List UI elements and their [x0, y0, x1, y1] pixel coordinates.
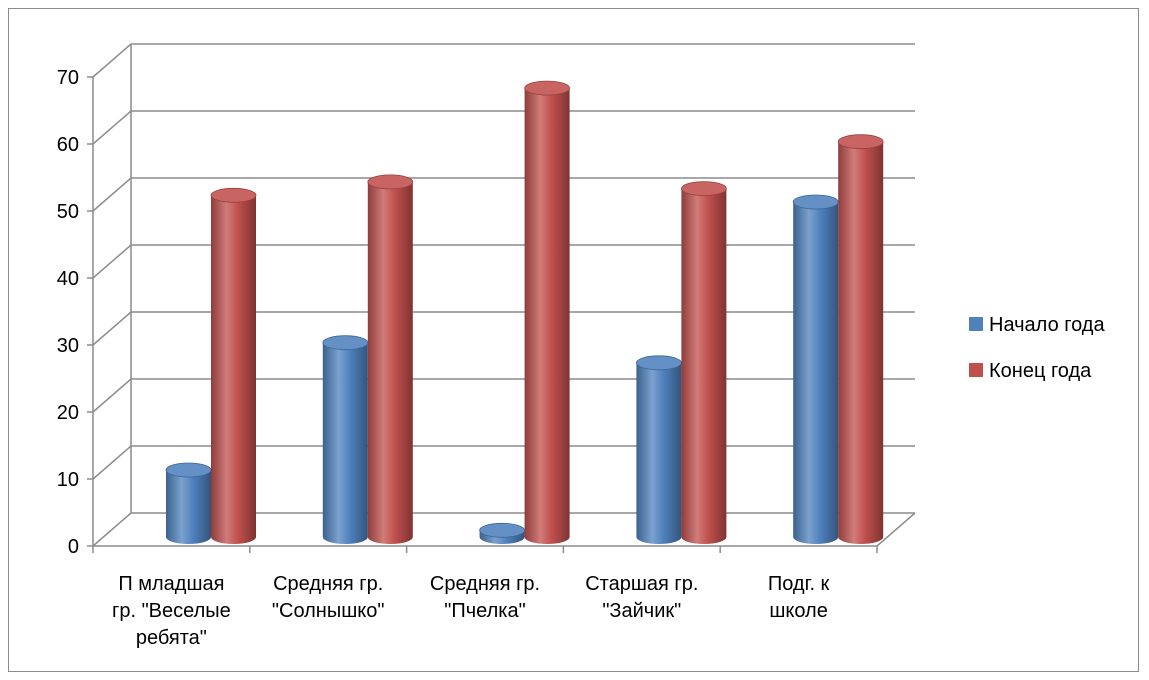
bar-start-4 — [792, 194, 839, 544]
x-category-label: Старшая гр. "Зайчик" — [585, 573, 698, 622]
y-tick-label: 40 — [57, 268, 79, 290]
bar-start-0 — [165, 462, 212, 544]
gridline-side — [92, 177, 132, 212]
bar-end-0 — [210, 187, 257, 545]
y-tick-label: 10 — [57, 469, 79, 491]
gridline-side — [92, 445, 132, 480]
x-axis: П младшая гр. "Веселые ребята" Средняя гр. "… — [92, 545, 878, 649]
y-tick-label: 50 — [57, 201, 79, 223]
gridline-side — [92, 311, 132, 346]
gridline-side — [92, 244, 132, 279]
legend-swatch — [969, 363, 983, 377]
x-category-label: П младшая гр. "Веселые ребята" — [112, 573, 231, 649]
y-tick-label: 70 — [57, 67, 79, 89]
gridline-side — [92, 378, 132, 413]
y-tick-label: 60 — [57, 134, 79, 156]
bar-end-2 — [524, 80, 570, 544]
y-tick-label: 20 — [57, 402, 79, 424]
bars — [165, 80, 884, 545]
bar-end-1 — [367, 174, 414, 544]
bar-start-3 — [636, 355, 682, 544]
legend-label: Начало года — [989, 314, 1105, 336]
legend-label: Конец года — [989, 360, 1092, 382]
floor-right-edge — [876, 512, 916, 547]
gridline-side — [92, 110, 132, 145]
bar-start-1 — [322, 335, 369, 544]
chart-walls — [92, 44, 916, 547]
gridlines — [92, 43, 915, 547]
chart-frame: 0 10 20 30 40 50 60 70 П младшая гр. "Веселые реб… — [8, 8, 1139, 672]
x-category-label: Подг. к школе — [768, 573, 830, 622]
bar-chart: 0 10 20 30 40 50 60 70 П младшая гр. "Веселые реб… — [57, 43, 1105, 649]
bar-end-3 — [681, 181, 727, 544]
legend: Начало года Конец года — [969, 314, 1105, 382]
y-tick-label: 30 — [57, 335, 79, 357]
gridline-side — [92, 43, 132, 78]
bar-start-2 — [479, 522, 526, 544]
legend-swatch — [969, 317, 983, 331]
y-axis: 0 10 20 30 40 50 60 70 — [57, 67, 93, 558]
y-tick-label: 0 — [68, 536, 79, 558]
x-category-label: Средняя гр. "Пчелка" — [430, 573, 540, 622]
bar-end-4 — [837, 134, 884, 544]
gridline-side — [92, 512, 132, 547]
x-category-label: Средняя гр. "Солнышко" — [272, 573, 385, 622]
